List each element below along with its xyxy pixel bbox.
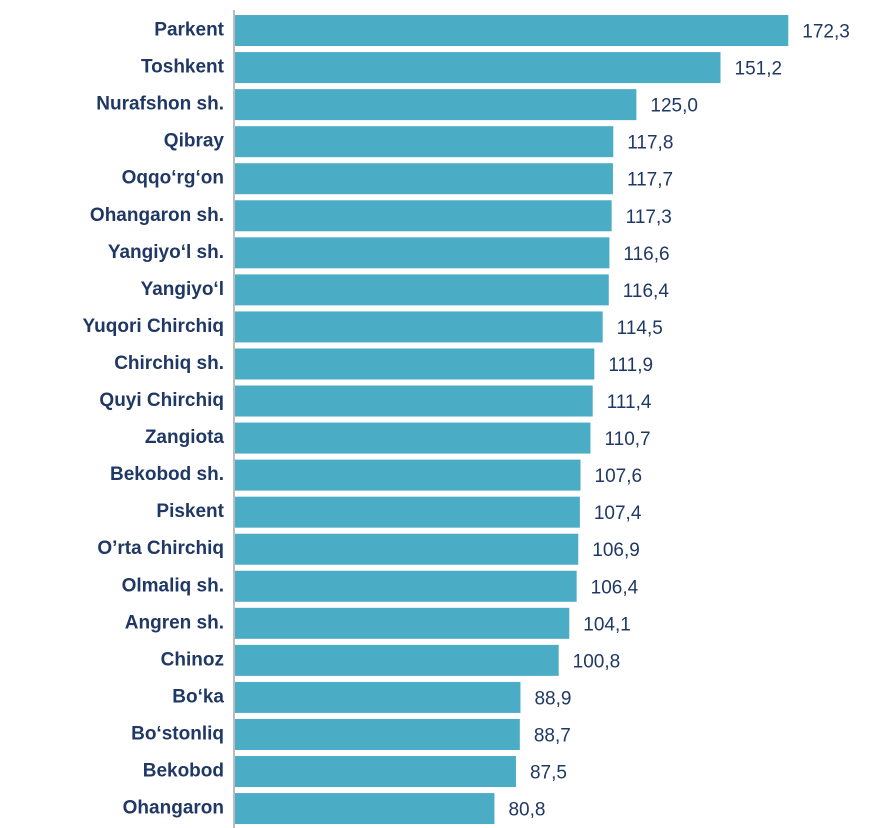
value-label: 87,5 xyxy=(530,763,567,784)
value-label: 104,1 xyxy=(583,614,631,635)
category-label: Qibray xyxy=(164,131,225,152)
bar xyxy=(235,163,613,195)
value-label: 100,8 xyxy=(573,651,621,672)
bar xyxy=(235,348,595,380)
bar xyxy=(235,459,581,491)
bar xyxy=(235,607,570,639)
category-label: Piskent xyxy=(156,501,224,522)
bar xyxy=(235,570,577,602)
category-label: Quyi Chirchiq xyxy=(99,390,224,411)
bar xyxy=(235,274,609,306)
value-label: 117,7 xyxy=(627,170,673,191)
value-label: 125,0 xyxy=(650,96,698,117)
value-label: 106,4 xyxy=(591,577,639,598)
category-label: Olmaliq sh. xyxy=(122,575,224,596)
bar xyxy=(235,793,495,825)
category-label: Ohangaron xyxy=(123,798,224,819)
bar xyxy=(235,52,721,84)
value-label: 106,9 xyxy=(592,540,640,561)
bar xyxy=(235,533,579,565)
category-label: Parkent xyxy=(154,20,224,41)
category-label: Nurafshon sh. xyxy=(96,94,224,115)
value-label: 117,3 xyxy=(626,207,672,228)
category-label: Bekobod sh. xyxy=(110,464,224,485)
value-label: 107,6 xyxy=(595,466,643,487)
bar xyxy=(235,718,520,750)
value-label: 88,9 xyxy=(534,688,571,709)
bar xyxy=(235,496,580,528)
value-label: 111,4 xyxy=(607,392,652,413)
value-label: 117,8 xyxy=(627,133,673,154)
bar xyxy=(235,200,612,232)
bar xyxy=(235,756,516,788)
category-label: Yangiyo‘l xyxy=(141,279,224,300)
value-label: 110,7 xyxy=(604,429,650,450)
category-label: Ohangaron sh. xyxy=(90,205,224,226)
value-label: 116,6 xyxy=(623,244,669,265)
value-label: 107,4 xyxy=(594,503,642,524)
bar xyxy=(235,237,610,269)
category-label: Toshkent xyxy=(141,57,225,78)
category-label: Chirchiq sh. xyxy=(114,353,224,374)
value-label: 88,7 xyxy=(534,725,571,746)
category-label: Angren sh. xyxy=(125,612,224,633)
category-label: Bekobod xyxy=(143,761,224,782)
category-label: Oqqo‘rg‘on xyxy=(122,168,224,189)
bar xyxy=(235,15,789,47)
value-label: 114,5 xyxy=(617,318,663,339)
value-label: 151,2 xyxy=(735,59,783,80)
value-label: 80,8 xyxy=(508,800,545,821)
bar xyxy=(235,644,559,676)
category-label: Zangiota xyxy=(145,427,225,448)
category-label: O’rta Chirchiq xyxy=(97,538,224,559)
category-label: Bo‘stonliq xyxy=(131,723,224,744)
bar xyxy=(235,311,603,343)
value-label: 172,3 xyxy=(802,22,850,43)
bar xyxy=(235,385,593,417)
bar xyxy=(235,681,521,713)
category-label: Bo‘ka xyxy=(172,686,224,707)
bar xyxy=(235,126,614,158)
value-label: 116,4 xyxy=(623,281,670,302)
bar xyxy=(235,89,637,121)
category-label: Chinoz xyxy=(161,649,224,670)
value-label: 111,9 xyxy=(608,355,653,376)
category-label: Yangiyo‘l sh. xyxy=(108,242,224,263)
category-label: Yuqori Chirchiq xyxy=(83,316,224,337)
bar xyxy=(235,422,591,454)
